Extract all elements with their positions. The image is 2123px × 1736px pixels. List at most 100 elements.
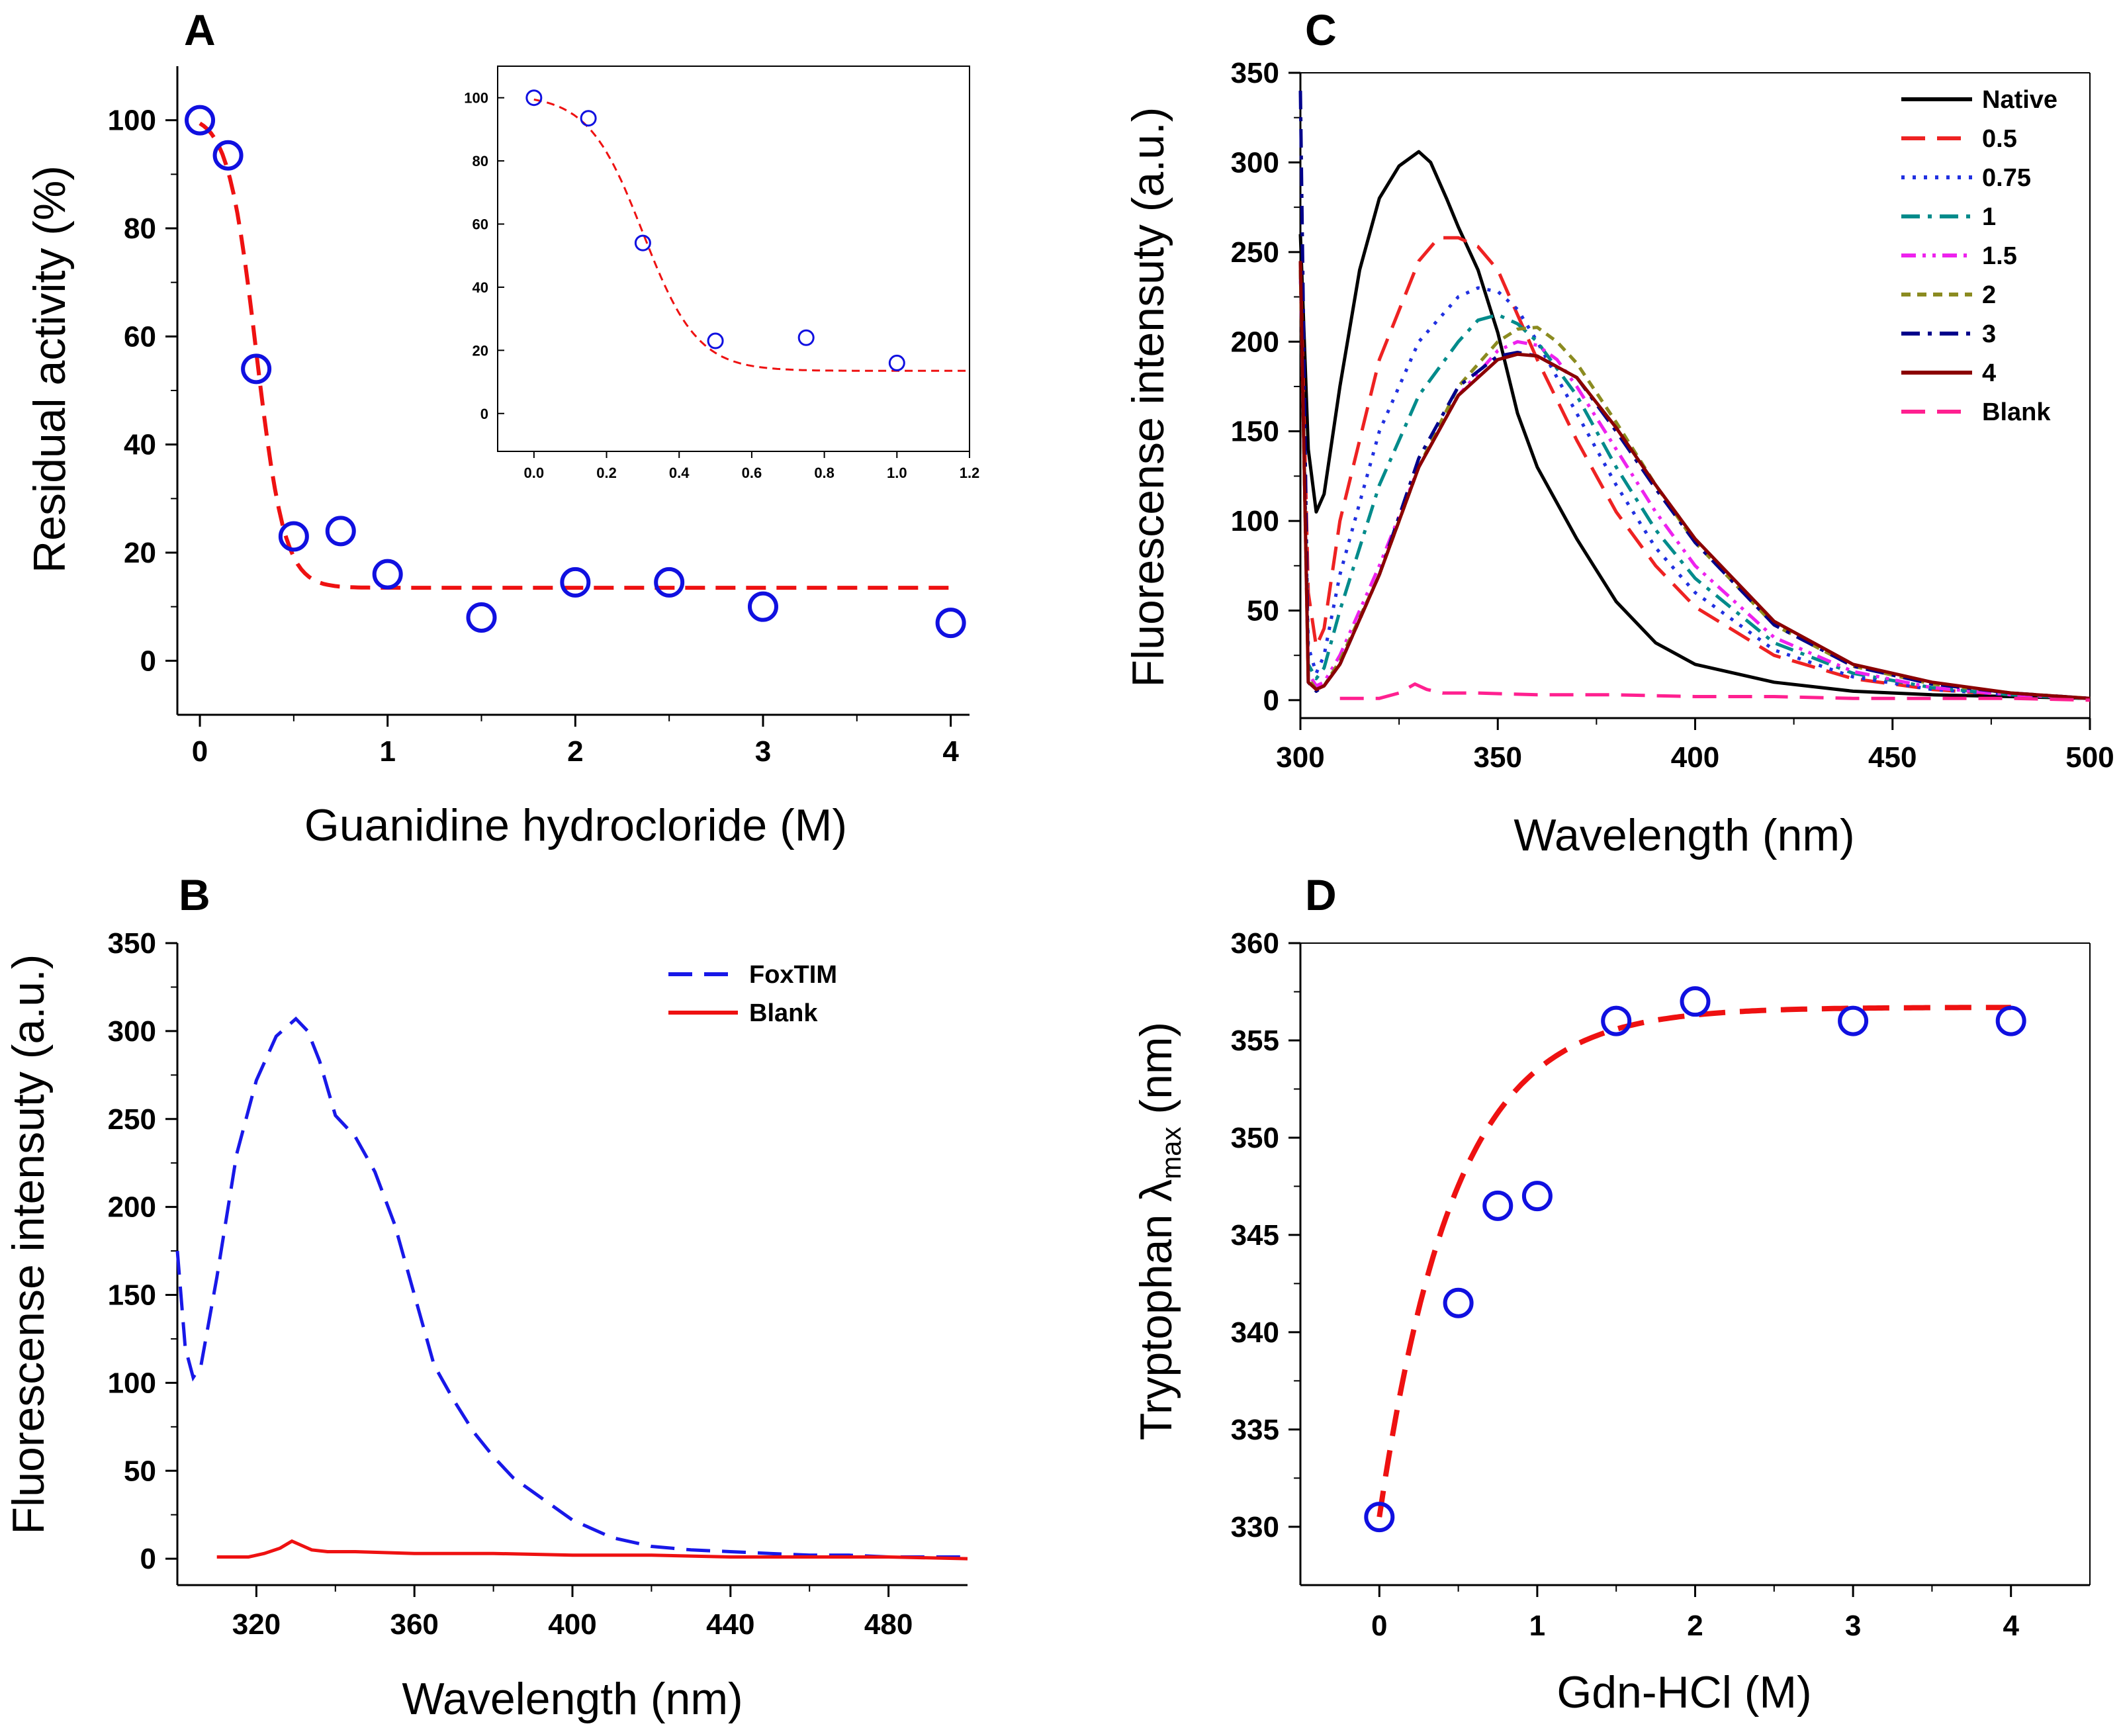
panel-c-series-0-5 — [1298, 236, 2091, 700]
panel-a-inset-xtick-label: 0.8 — [814, 465, 835, 481]
panel-b-ytick-label: 300 — [108, 1015, 156, 1048]
panel-a-ytick-label: 0 — [140, 645, 156, 677]
panel-a-point — [654, 567, 685, 598]
panel-d-ytick-label: 360 — [1231, 927, 1279, 960]
panel-c-legend-label: 4 — [1982, 359, 1996, 387]
panel-a-point — [185, 105, 216, 136]
panel-b-xtick-label: 360 — [390, 1608, 438, 1641]
panel-c-letter: C — [1305, 5, 1337, 54]
panel-d-ylabel-sub: max — [1155, 1126, 1187, 1179]
panel-a-xtick-label: 3 — [755, 735, 771, 768]
panel-d-xtick-label: 1 — [1529, 1610, 1545, 1642]
panel-c-xtick-label: 450 — [1868, 741, 1917, 774]
panel-b-ytick-label: 150 — [108, 1279, 156, 1312]
panel-c-series-2 — [1298, 269, 2091, 700]
panel-c-ytick-label: 0 — [1263, 684, 1279, 717]
panel-d-point — [1482, 1190, 1513, 1221]
panel-a-inset-xtick-label: 0.6 — [742, 465, 762, 481]
panel-d-point — [1364, 1502, 1395, 1533]
panel-c-ylabel: Fluorescense intensuty (a.u.) — [1123, 107, 1173, 688]
panel-b-xtick-label: 440 — [706, 1608, 754, 1641]
panel-a-xtick-label: 1 — [379, 735, 395, 768]
panel-d-letter: D — [1305, 870, 1337, 919]
panel-a-inset-ytick-label: 100 — [464, 90, 488, 107]
panel-c-legend-label: Native — [1982, 86, 2057, 114]
panel-d-xlabel: Gdn-HCl (M) — [1557, 1667, 1811, 1717]
panel-b-xlabel: Wavelength (nm) — [402, 1674, 743, 1724]
panel-a-inset-ytick-label: 60 — [473, 216, 488, 233]
panel-a-letter: A — [184, 5, 216, 54]
panel-c-xlabel: Wavelength (nm) — [1513, 810, 1854, 860]
panel-b-ytick-label: 250 — [108, 1103, 156, 1136]
panel-d-ytick-label: 340 — [1231, 1316, 1279, 1349]
panel-c-legend-label: 3 — [1982, 320, 1996, 348]
panel-b-series-foxtim — [175, 1016, 968, 1559]
panel-d-point — [1521, 1181, 1553, 1212]
panel-a-inset-ytick-label: 0 — [480, 406, 488, 422]
panel-a-inset-point — [634, 234, 651, 251]
panel-c-legend-label: 0.5 — [1982, 125, 2017, 153]
panel-a: A Guanidine hydrocloride (M) Residual ac… — [24, 5, 979, 850]
panel-d-point — [1601, 1005, 1632, 1036]
panel-c-series-4 — [1298, 261, 2091, 700]
panel-b-xtick-label: 400 — [548, 1608, 596, 1641]
panel-a-inset-point — [797, 329, 815, 346]
panel-d-ylabel-suffix: (nm) — [1131, 1022, 1181, 1127]
panel-d-xtick-label: 3 — [1845, 1610, 1861, 1642]
panel-d-xtick-label: 0 — [1371, 1610, 1387, 1642]
panel-a-inset-ytick-label: 40 — [473, 279, 488, 296]
panel-c-series-1-5 — [1298, 269, 2091, 700]
panel-c-ytick-label: 100 — [1231, 505, 1279, 537]
panel-a-inset-point — [707, 332, 724, 349]
panel-d-ylabel: Tryptophan λmax (nm) — [1131, 1022, 1187, 1440]
panel-c-series-0-75 — [1298, 269, 2091, 700]
panel-a-inset-point — [525, 89, 543, 107]
panel-a-point — [935, 608, 966, 639]
panel-a-point — [372, 559, 403, 590]
panel-c-ytick-label: 200 — [1231, 326, 1279, 358]
panel-a-inset-xtick-label: 0.2 — [596, 465, 617, 481]
panel-d-fit-line — [1377, 1005, 2011, 1518]
panel-a-xtick-label: 0 — [192, 735, 208, 768]
panel-d-ylabel-lambda: λ — [1131, 1179, 1181, 1202]
panel-d-ytick-label: 355 — [1231, 1025, 1279, 1057]
panel-a-point — [747, 591, 778, 622]
panel-d-ytick-label: 350 — [1231, 1122, 1279, 1154]
panel-c-xtick-label: 500 — [2065, 741, 2114, 774]
panel-a-ytick-label: 100 — [108, 105, 156, 137]
panel-d-ytick-label: 335 — [1231, 1414, 1279, 1446]
panel-b-ytick-label: 350 — [108, 927, 156, 960]
panel-b-letter: B — [179, 870, 210, 919]
panel-a-ytick-label: 80 — [124, 212, 156, 245]
panel-c-legend-label: 1.5 — [1982, 242, 2017, 270]
panel-d-point — [1443, 1287, 1474, 1318]
panel-a-inset-xtick-label: 0.4 — [669, 465, 690, 481]
panel-a-ylabel: Residual activity (%) — [24, 165, 75, 573]
panel-b-ytick-label: 200 — [108, 1191, 156, 1224]
panel-a-point — [325, 516, 356, 547]
panel-d-point — [1995, 1005, 2026, 1036]
panel-b-series-blank — [216, 1539, 968, 1561]
panel-a-inset-xtick-label: 1.0 — [887, 465, 907, 481]
panel-c: C Wavelength (nm) Fluorescense intensuty… — [1123, 5, 2114, 860]
panel-b-ytick-label: 0 — [140, 1543, 156, 1575]
panel-a-point — [466, 602, 497, 633]
panel-c-series-1 — [1298, 269, 2091, 700]
panel-a-point — [560, 567, 591, 598]
panel-d-point — [1838, 1005, 1869, 1036]
panel-c-legend-label: 2 — [1982, 281, 1996, 309]
panel-a-ytick-label: 20 — [124, 537, 156, 569]
panel-d-ytick-label: 330 — [1231, 1511, 1279, 1543]
panel-a-inset-frame — [497, 66, 970, 452]
panel-a-point — [212, 140, 244, 171]
panel-a-inset-xtick-label: 0.0 — [524, 465, 545, 481]
panel-a-ytick-label: 40 — [124, 429, 156, 461]
panel-b: B Wavelength (nm) Fluorescense intensuty… — [3, 870, 968, 1724]
panel-d-xtick-label: 4 — [2003, 1610, 2019, 1642]
panel-d-point — [1680, 986, 1711, 1017]
panel-d-ylabel-prefix: Tryptophan — [1131, 1202, 1181, 1440]
panel-a-xtick-label: 2 — [567, 735, 583, 768]
panel-c-xtick-label: 300 — [1276, 741, 1324, 774]
